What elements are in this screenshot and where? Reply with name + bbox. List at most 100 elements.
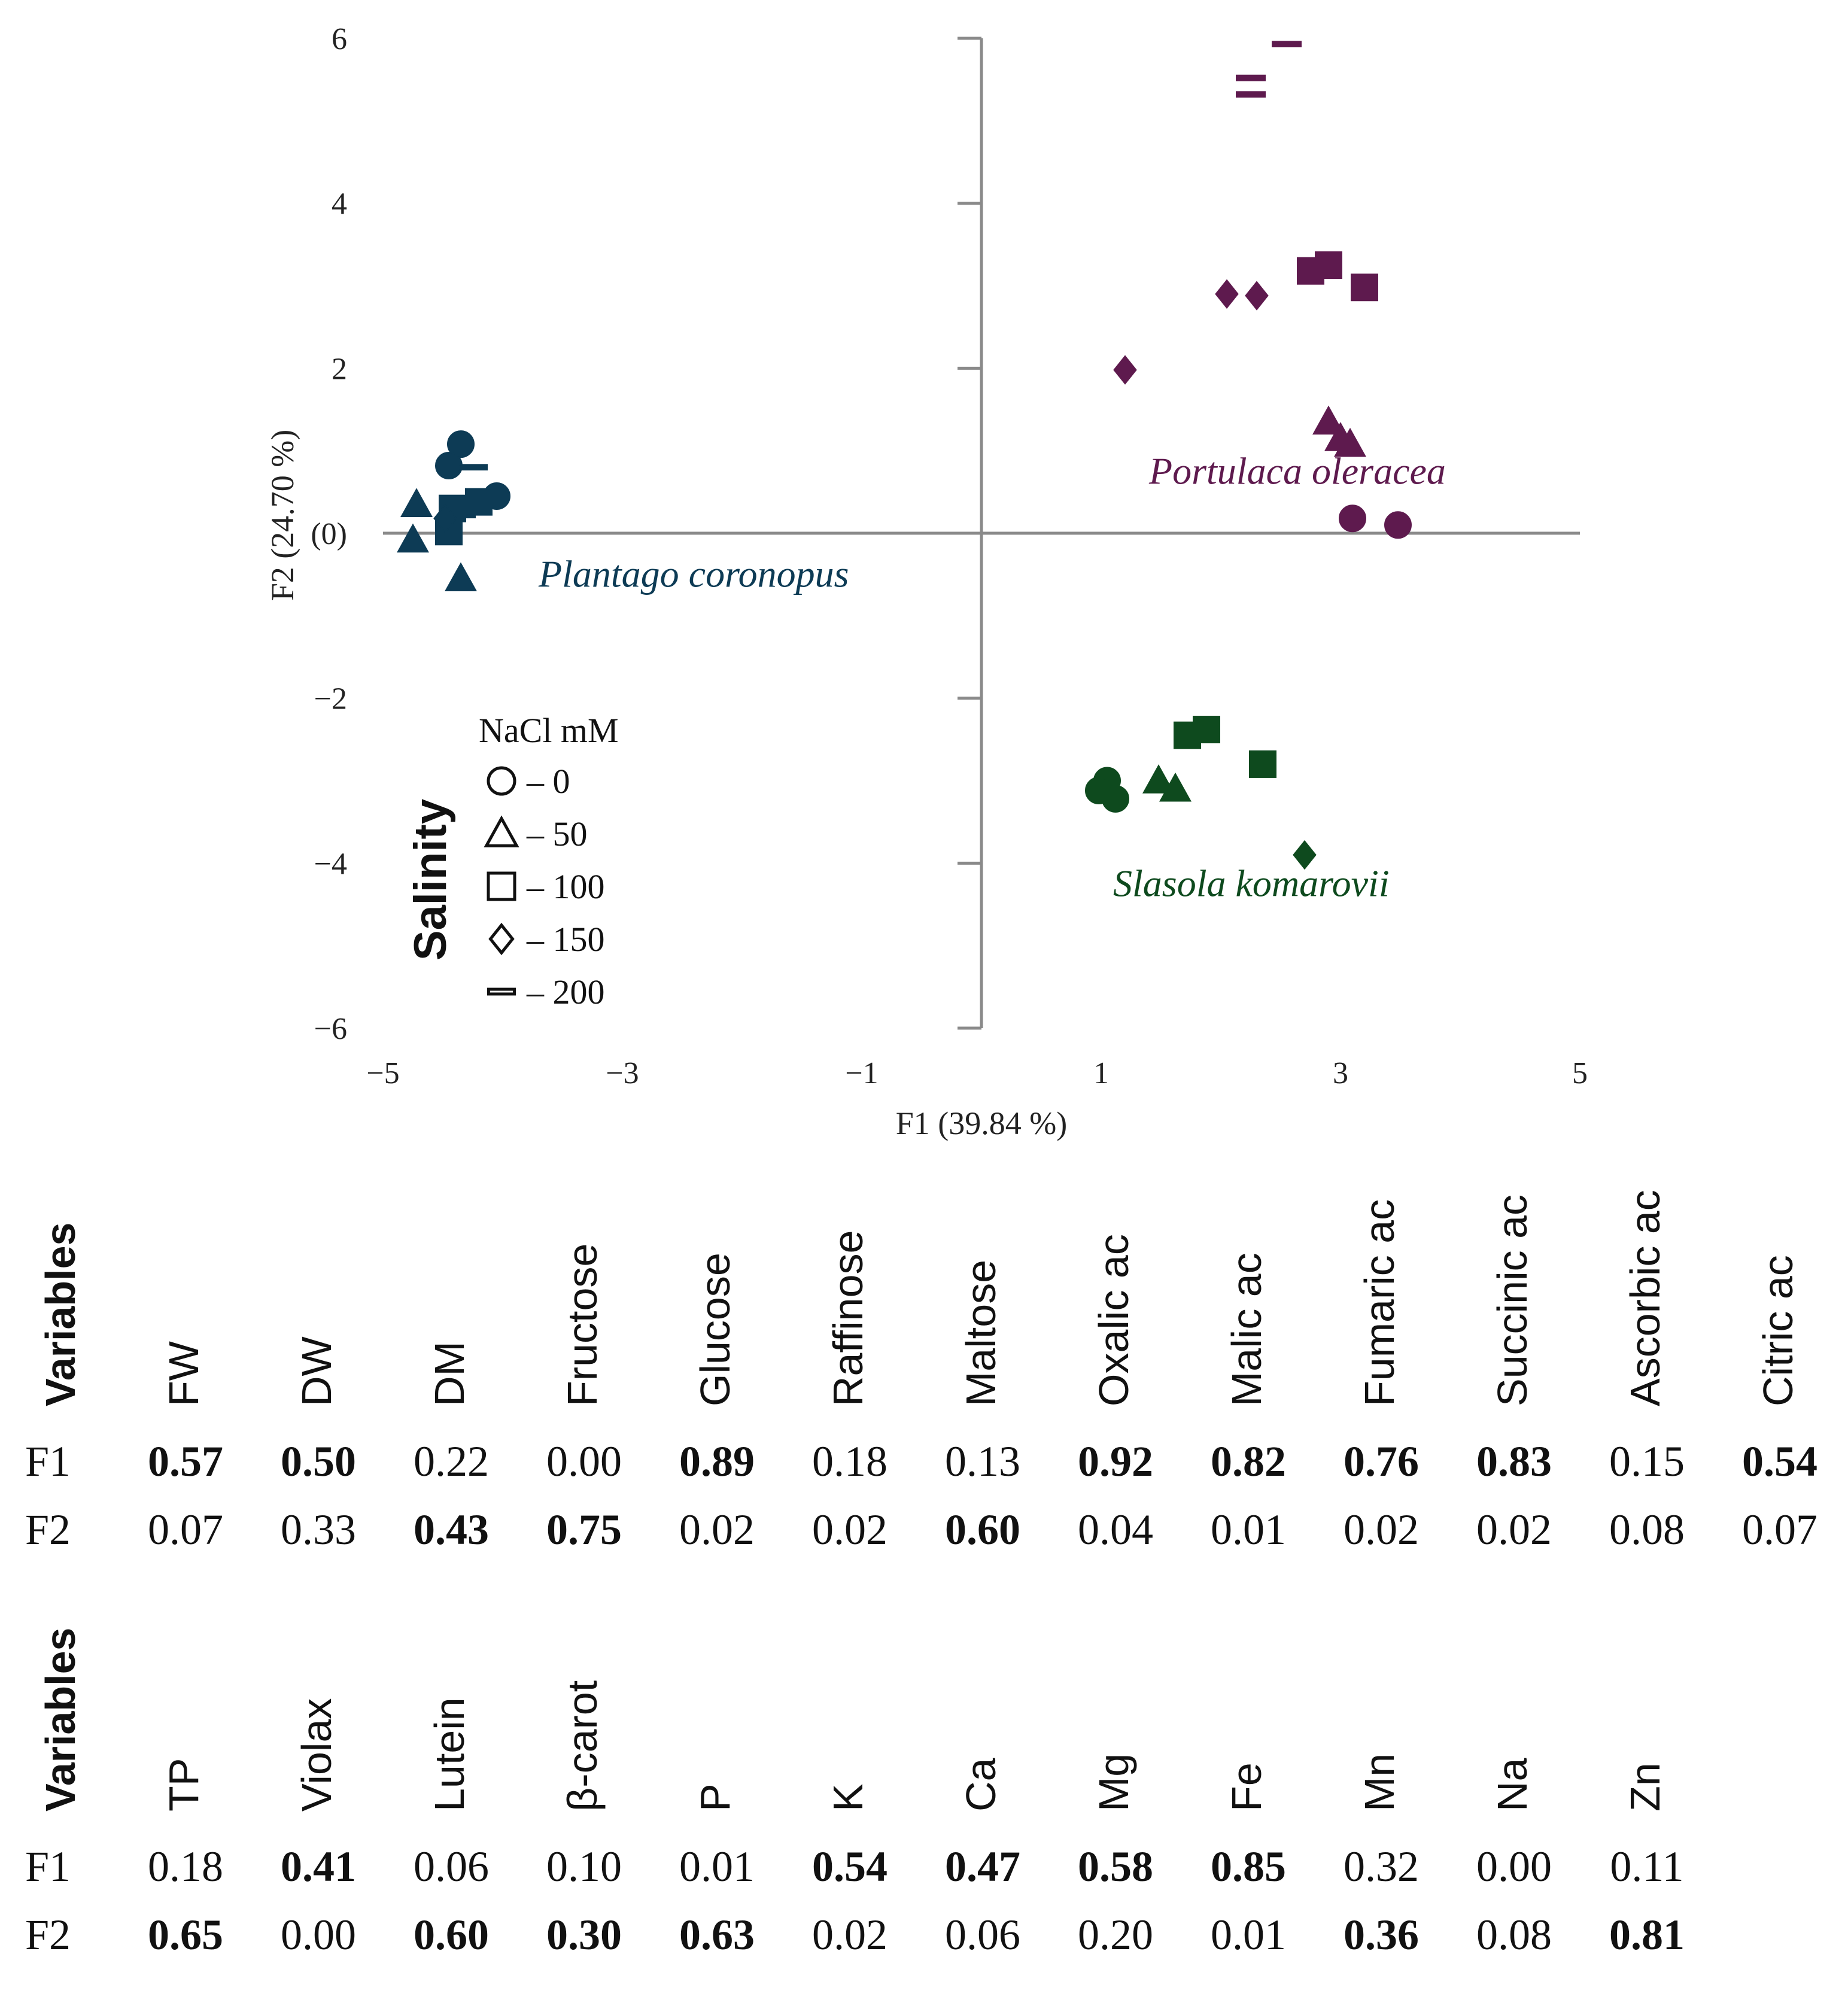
variable-name: β-carot <box>559 1680 606 1812</box>
x-axis-label: F1 (39.84 %) <box>896 1105 1067 1141</box>
slasola-komarovii-point-square <box>1249 750 1276 778</box>
plantago-coronopus-point-dash <box>458 464 488 471</box>
portulaca-oleracea-point-circle <box>1339 504 1366 533</box>
x-tick-label: 1 <box>1093 1056 1109 1090</box>
loadings-table-1: Variables F1 F2 FW 0.57 0.07 DW 0.50 0.33 DM 0.22 0… <box>0 1167 1848 1556</box>
slasola-komarovii-point-diamond <box>1293 840 1317 870</box>
variable-name: Mn <box>1356 1753 1403 1812</box>
loading-value-f2: 0.02 <box>679 1506 755 1554</box>
loading-value-f2: 0.60 <box>945 1506 1020 1554</box>
loading-value-f1: 0.54 <box>1742 1437 1817 1485</box>
loading-value-f1: 0.58 <box>1078 1843 1153 1891</box>
loading-value-f2: 0.65 <box>148 1911 223 1959</box>
variable-name: Raffinose <box>825 1230 871 1406</box>
loading-value-f2: 0.75 <box>546 1506 622 1554</box>
loading-value-f2: 0.81 <box>1609 1911 1685 1959</box>
loading-value-f1: 0.18 <box>148 1843 223 1891</box>
loading-value-f1: 0.32 <box>1344 1843 1419 1891</box>
loading-value-f2: 0.07 <box>148 1506 223 1554</box>
portulaca-oleracea-point-dash <box>1272 41 1302 48</box>
legend-entry-label: – 150 <box>526 920 605 959</box>
y-tick-label: −2 <box>314 682 347 716</box>
loading-value-f2: 0.60 <box>414 1911 489 1959</box>
loading-value-f1: 0.11 <box>1610 1843 1684 1891</box>
chart-labels: Portulaca oleracea Plantago coronopus Slas… <box>538 449 1446 904</box>
variable-name: Glucose <box>692 1253 738 1406</box>
y-tick-label: (0) <box>311 517 347 551</box>
variable-name: Succinic ac <box>1489 1194 1536 1406</box>
loadings-table-2: Variables F1 F2 TP 0.18 0.65 Violax 0.41 0.00 Lut… <box>0 1572 1848 1961</box>
portulaca-oleracea-label: Portulaca oleracea <box>1148 449 1446 492</box>
legend-entry-label: – 50 <box>526 814 588 853</box>
loading-value-f2: 0.04 <box>1078 1506 1153 1554</box>
loading-value-f2: 0.01 <box>1211 1506 1286 1554</box>
loading-value-f2: 0.02 <box>1476 1506 1552 1554</box>
legend-entry-label: – 100 <box>526 867 605 906</box>
slasola-komarovii-label: Slasola komarovii <box>1113 862 1390 904</box>
loading-value-f2: 0.33 <box>281 1506 356 1554</box>
loading-value-f2: 0.01 <box>1211 1911 1286 1959</box>
portulaca-oleracea-point-square <box>1315 251 1342 279</box>
loading-value-f2: 0.07 <box>1742 1506 1817 1554</box>
loading-value-f1: 0.57 <box>148 1437 223 1485</box>
portulaca-oleracea-point-dash <box>1236 74 1266 81</box>
portulaca-oleracea-point-diamond <box>1113 355 1137 385</box>
variable-name: Fe <box>1223 1762 1270 1812</box>
loading-value-f2: 0.30 <box>546 1911 622 1959</box>
variable-name: Oxalic ac <box>1090 1234 1137 1406</box>
axes: 6 4 2 (0) −2 −4 −6 −5 −3 −1 1 3 5 F1 (39.84 %) F2 (24.… <box>265 22 1588 1141</box>
variable-name: DW <box>293 1336 340 1406</box>
y-tick-label: 6 <box>332 22 347 56</box>
variable-name: Citric ac <box>1755 1255 1801 1406</box>
variable-name: Fructose <box>559 1243 606 1406</box>
portulaca-oleracea-point-diamond <box>1215 279 1239 309</box>
loading-value-f2: 0.43 <box>414 1506 489 1554</box>
variable-name: DM <box>426 1341 473 1406</box>
legend-marker-circle <box>487 766 516 796</box>
plantago-coronopus-point-triangle <box>397 523 429 553</box>
loading-value-f2: 0.63 <box>679 1911 755 1959</box>
slasola-komarovii-point-dash <box>1176 732 1206 739</box>
variable-name: Ascorbic ac <box>1622 1190 1668 1406</box>
row-label-f1: F1 <box>25 1437 71 1485</box>
portulaca-oleracea-point-diamond <box>1245 281 1269 311</box>
plantago-coronopus-point-circle <box>447 430 475 458</box>
variable-name: Na <box>1489 1758 1536 1812</box>
loading-value-f1: 0.41 <box>281 1843 356 1891</box>
variable-name: FW <box>160 1341 207 1406</box>
legend-entry-label: – 0 <box>526 762 570 801</box>
loading-value-f1: 0.89 <box>679 1437 755 1485</box>
loading-value-f1: 0.00 <box>546 1437 622 1485</box>
variable-name: P <box>692 1783 738 1812</box>
loading-value-f1: 0.22 <box>414 1437 489 1485</box>
x-tick-label: −5 <box>366 1056 399 1090</box>
plantago-coronopus-label: Plantago coronopus <box>538 553 849 595</box>
y-tick-label: −6 <box>314 1012 347 1046</box>
loading-value-f1: 0.15 <box>1609 1437 1685 1485</box>
row-label-f2: F2 <box>25 1506 71 1554</box>
plantago-coronopus-point-diamond <box>433 503 457 533</box>
variable-name: Ca <box>958 1758 1004 1812</box>
plantago-coronopus-point-square <box>465 488 493 516</box>
plantago-coronopus-point-triangle <box>400 488 433 517</box>
x-tick-label: −3 <box>606 1056 639 1090</box>
row-label-f2: F2 <box>25 1911 71 1959</box>
row-label-f1: F1 <box>25 1843 71 1891</box>
loading-value-f2: 0.02 <box>812 1506 887 1554</box>
loading-value-f1: 0.47 <box>945 1843 1020 1891</box>
legend-marker-dash <box>487 987 516 996</box>
x-tick-label: −1 <box>845 1056 878 1090</box>
legend: Salinity NaCl mM – 0 – 50 – 100 – 150 – 200 <box>405 711 619 1011</box>
y-tick-label: 4 <box>332 187 347 221</box>
portulaca-oleracea-point-dash <box>1236 91 1266 98</box>
y-tick-label: −4 <box>314 847 347 881</box>
legend-entry-label: – 200 <box>526 972 605 1011</box>
legend-marker-triangle <box>484 815 519 847</box>
slasola-komarovii-point-triangle <box>1142 764 1175 794</box>
loading-value-f1: 0.54 <box>812 1843 887 1891</box>
portulaca-oleracea-point-triangle <box>1312 405 1345 435</box>
table-header-variables: Variables <box>37 1222 84 1406</box>
loading-value-f2: 0.08 <box>1476 1911 1552 1959</box>
legend-marker-diamond <box>488 922 515 956</box>
loading-value-f1: 0.50 <box>281 1437 356 1485</box>
